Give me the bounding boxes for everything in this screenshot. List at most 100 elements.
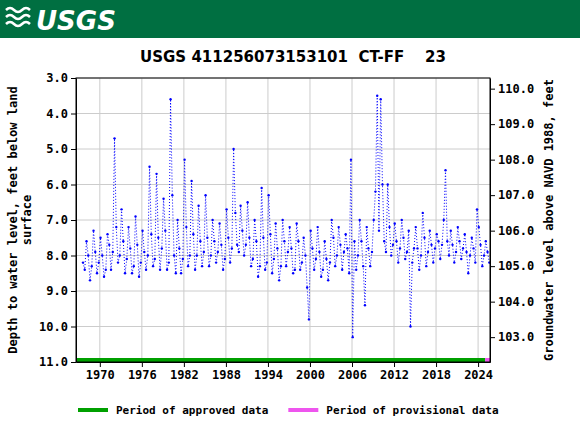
data-point — [285, 265, 287, 267]
data-point — [334, 265, 336, 267]
data-point — [255, 240, 257, 242]
data-point — [276, 247, 278, 249]
tick-label: 1976 — [128, 368, 157, 382]
data-point — [465, 251, 467, 253]
data-point — [453, 261, 455, 263]
tick-mark — [71, 362, 76, 363]
data-point — [418, 269, 420, 271]
data-point — [302, 237, 304, 239]
tick: 10.0 — [39, 320, 76, 334]
data-line — [83, 96, 489, 337]
data-point — [281, 219, 283, 221]
data-point — [283, 240, 285, 242]
data-point — [148, 166, 150, 168]
data-point — [309, 229, 311, 231]
data-point — [129, 247, 131, 249]
data-point — [225, 208, 227, 210]
data-point — [325, 258, 327, 260]
data-point — [166, 269, 168, 271]
plot-marks — [82, 95, 490, 339]
data-point — [383, 240, 385, 242]
tick-label: 109.0 — [498, 117, 534, 131]
data-point — [182, 258, 184, 260]
data-point — [159, 269, 161, 271]
data-point — [274, 222, 276, 224]
logo-wave — [6, 15, 30, 19]
tick-label: 104.0 — [498, 295, 534, 309]
data-point — [215, 261, 217, 263]
data-point — [339, 244, 341, 246]
data-point — [323, 240, 325, 242]
y2-axis-title: Groundwater level above NAVD 1988, feet — [542, 79, 556, 361]
tick-label: 110.0 — [498, 82, 534, 96]
tick-mark — [71, 114, 76, 115]
tick: 11.0 — [39, 355, 76, 369]
legend-label: Period of approved data — [116, 404, 268, 417]
data-point — [329, 261, 331, 263]
data-point — [371, 251, 373, 253]
tick: 105.0 — [490, 259, 534, 273]
data-point — [374, 190, 376, 192]
data-point — [297, 240, 299, 242]
data-point — [105, 269, 107, 271]
tick-label: 105.0 — [498, 259, 534, 273]
data-point — [367, 247, 369, 249]
data-point — [318, 251, 320, 253]
tick: 3.0 — [46, 71, 76, 85]
tick-mark — [394, 362, 395, 367]
data-point — [413, 247, 415, 249]
data-point — [376, 95, 378, 97]
grid — [76, 78, 490, 362]
data-point — [266, 261, 268, 263]
data-point — [292, 272, 294, 274]
data-point — [113, 137, 115, 139]
data-point — [364, 304, 366, 306]
data-point — [316, 226, 318, 228]
data-point — [343, 251, 345, 253]
data-point — [416, 247, 418, 249]
tick-label: 106.0 — [498, 224, 534, 238]
data-point — [350, 158, 352, 160]
tick: 2024 — [464, 362, 493, 382]
tick-label: 7.0 — [46, 213, 68, 227]
data-point — [264, 269, 266, 271]
data-point — [257, 276, 259, 278]
tick-label: 4.0 — [46, 107, 68, 121]
data-point — [390, 254, 392, 256]
tick: 1970 — [86, 362, 115, 382]
data-point — [197, 205, 199, 207]
tick-mark — [142, 362, 143, 367]
tick-mark — [310, 362, 311, 367]
data-point — [411, 261, 413, 263]
data-point — [280, 265, 282, 267]
logo: USGS — [6, 6, 116, 36]
data-point — [336, 254, 338, 256]
logo-wave — [6, 22, 30, 26]
data-point — [154, 258, 156, 260]
data-point — [126, 258, 128, 260]
data-point — [450, 229, 452, 231]
data-point — [479, 244, 481, 246]
data-point — [271, 272, 273, 274]
data-point — [222, 269, 224, 271]
data-point — [194, 269, 196, 271]
data-point — [451, 244, 453, 246]
data-point — [327, 279, 329, 281]
data-point — [443, 219, 445, 221]
data-point — [190, 180, 192, 182]
data-point — [138, 276, 140, 278]
data-point — [315, 258, 317, 260]
tick-mark — [268, 362, 269, 367]
data-point — [94, 251, 96, 253]
tick-label: 1970 — [86, 368, 115, 382]
data-point — [392, 244, 394, 246]
data-point — [330, 219, 332, 221]
period-bar — [76, 358, 485, 362]
data-point — [464, 233, 466, 235]
tick-label: 1994 — [254, 368, 283, 382]
data-point — [127, 226, 129, 228]
data-point — [84, 269, 86, 271]
tick-mark — [490, 302, 495, 303]
data-point — [457, 226, 459, 228]
logo-text: USGS — [36, 6, 116, 36]
